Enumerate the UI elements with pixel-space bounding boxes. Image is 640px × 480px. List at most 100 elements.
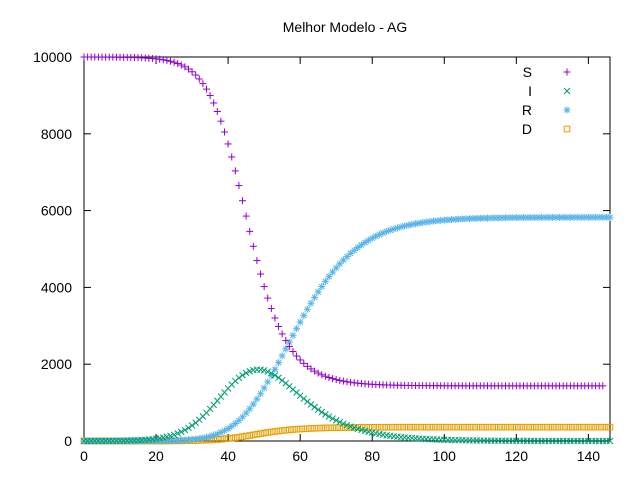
data-point bbox=[437, 423, 444, 431]
y-tick-labels: 0 2000 4000 6000 8000 10000 bbox=[33, 49, 72, 449]
data-point bbox=[606, 213, 614, 221]
data-point bbox=[242, 212, 250, 220]
data-point bbox=[228, 434, 236, 442]
data-point bbox=[332, 424, 340, 431]
data-point bbox=[300, 359, 308, 367]
series-layer bbox=[80, 53, 614, 445]
data-point bbox=[314, 424, 322, 432]
data-point bbox=[599, 423, 607, 431]
data-point bbox=[552, 423, 560, 431]
data-point bbox=[314, 406, 322, 414]
series-S bbox=[80, 53, 607, 390]
data-point bbox=[325, 424, 333, 432]
data-point bbox=[325, 413, 333, 420]
x-tick-label: 140 bbox=[577, 448, 601, 464]
data-point bbox=[289, 331, 297, 339]
data-point bbox=[235, 182, 243, 190]
data-point bbox=[271, 314, 279, 322]
data-point bbox=[184, 65, 192, 73]
data-point bbox=[455, 423, 462, 431]
data-point bbox=[239, 371, 246, 379]
x-tick-label: 40 bbox=[220, 448, 236, 464]
legend-label: I bbox=[528, 83, 532, 99]
data-point bbox=[271, 371, 279, 379]
data-point bbox=[257, 430, 264, 437]
data-point bbox=[372, 423, 380, 431]
data-point bbox=[318, 371, 326, 379]
data-point bbox=[253, 257, 261, 265]
data-point bbox=[253, 395, 261, 403]
data-point bbox=[444, 423, 452, 431]
data-point bbox=[332, 417, 340, 424]
data-point bbox=[422, 423, 430, 431]
data-point bbox=[376, 423, 383, 431]
data-point bbox=[430, 423, 437, 431]
data-point bbox=[278, 427, 286, 434]
data-point bbox=[304, 398, 311, 405]
data-point bbox=[357, 241, 365, 249]
legend-marker bbox=[563, 68, 571, 76]
data-point bbox=[581, 423, 589, 431]
data-point bbox=[426, 423, 434, 431]
legend-marker bbox=[563, 87, 571, 95]
data-point bbox=[224, 425, 232, 433]
data-point bbox=[498, 423, 506, 431]
data-point bbox=[231, 420, 239, 428]
data-point bbox=[282, 426, 290, 434]
data-point bbox=[264, 429, 272, 436]
data-point bbox=[156, 55, 164, 63]
data-point bbox=[325, 373, 333, 381]
data-point bbox=[228, 153, 236, 161]
data-point bbox=[275, 359, 283, 367]
data-point bbox=[177, 61, 185, 69]
data-point bbox=[339, 377, 347, 385]
data-point bbox=[336, 424, 344, 431]
data-point bbox=[246, 405, 254, 413]
data-point bbox=[235, 433, 243, 441]
data-point bbox=[275, 427, 282, 435]
data-point bbox=[221, 128, 229, 136]
data-point bbox=[513, 423, 520, 431]
data-point bbox=[336, 418, 344, 426]
data-point bbox=[202, 85, 210, 93]
data-point bbox=[549, 423, 556, 431]
data-point bbox=[577, 423, 585, 431]
data-point bbox=[260, 367, 268, 374]
data-point bbox=[318, 283, 326, 291]
data-point bbox=[311, 424, 318, 432]
data-point bbox=[181, 63, 189, 71]
data-point bbox=[495, 423, 502, 431]
y-tick-label: 0 bbox=[64, 433, 72, 449]
data-point bbox=[606, 423, 614, 431]
data-point bbox=[314, 288, 322, 296]
data-point bbox=[433, 423, 441, 431]
data-point bbox=[477, 423, 484, 431]
data-point bbox=[311, 367, 319, 375]
data-point bbox=[170, 431, 178, 439]
data-point bbox=[361, 424, 369, 431]
data-point bbox=[195, 75, 203, 83]
data-point bbox=[523, 423, 531, 431]
data-point bbox=[253, 430, 261, 438]
data-point bbox=[397, 423, 405, 431]
data-point bbox=[567, 423, 574, 431]
data-point bbox=[307, 425, 315, 432]
data-point bbox=[275, 374, 282, 382]
data-point bbox=[293, 425, 300, 433]
legend-marker bbox=[563, 125, 571, 133]
data-point bbox=[336, 376, 344, 384]
data-point bbox=[365, 424, 372, 431]
series-D bbox=[80, 423, 614, 445]
data-point bbox=[242, 432, 250, 440]
data-point bbox=[321, 277, 329, 285]
data-point bbox=[289, 348, 297, 356]
data-point bbox=[239, 413, 247, 421]
data-point bbox=[296, 356, 304, 364]
data-point bbox=[502, 423, 509, 431]
data-point bbox=[419, 423, 426, 431]
legend-label: R bbox=[522, 102, 532, 118]
data-point bbox=[304, 425, 311, 432]
data-point bbox=[347, 423, 354, 430]
data-point bbox=[509, 423, 517, 431]
